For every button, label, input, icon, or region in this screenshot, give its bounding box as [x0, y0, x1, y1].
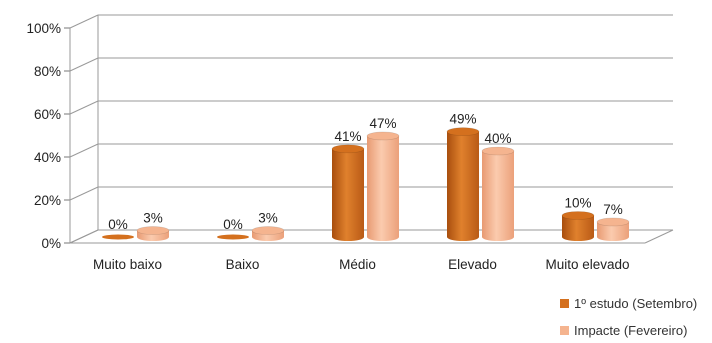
bar: [136, 226, 170, 241]
category-label: Médio: [339, 257, 376, 272]
bar-top: [136, 226, 170, 235]
x-axis: Muito baixo Baixo Médio Elevado Muito elevad…: [93, 257, 630, 272]
bars: [102, 127, 630, 241]
bar-top: [596, 217, 630, 227]
floor-right-edge: [644, 229, 674, 244]
data-label: 41%: [334, 129, 361, 144]
bar: [596, 217, 630, 241]
data-label: 47%: [369, 116, 396, 131]
category-label: Elevado: [448, 257, 497, 272]
data-label: 3%: [143, 211, 163, 226]
bar-top: [561, 211, 595, 220]
bar-top: [251, 226, 285, 235]
bar: [481, 146, 515, 241]
y-tick-label: 20%: [34, 193, 61, 208]
bar-top: [446, 127, 480, 136]
gridline-side: [69, 57, 99, 72]
bar-top: [481, 146, 515, 156]
bar-body: [332, 148, 364, 241]
data-label: 3%: [258, 211, 278, 226]
legend-swatch: [560, 299, 569, 308]
data-label: 10%: [564, 196, 591, 211]
category-label: Baixo: [226, 257, 260, 272]
gridline-side: [69, 229, 99, 244]
data-label: 7%: [603, 202, 623, 217]
bar: [366, 131, 400, 241]
bar-top: [217, 234, 249, 240]
y-tick-label: 100%: [26, 21, 61, 36]
bar-body: [597, 221, 629, 241]
data-label: 0%: [108, 217, 128, 232]
category-label: Muito elevado: [545, 257, 629, 272]
data-labels: 0% 3% 0% 3% 41% 47% 49% 40% 10% 7%: [108, 112, 623, 232]
gridline-side: [69, 14, 99, 29]
bar-body: [482, 151, 514, 241]
data-label: 40%: [484, 131, 511, 146]
gridline-side: [69, 100, 99, 115]
bar-top: [331, 144, 365, 154]
bar-body: [562, 215, 594, 241]
bar: [561, 211, 595, 241]
data-label: 49%: [449, 112, 476, 127]
y-axis: 0% 20% 40% 60% 80% 100%: [26, 21, 71, 251]
bar: [251, 226, 285, 241]
legend: 1º estudo (Setembro) Impacte (Fevereiro): [560, 296, 697, 338]
gridline-side: [69, 143, 99, 158]
gridline-side: [69, 186, 99, 201]
legend-label: 1º estudo (Setembro): [574, 296, 697, 311]
y-tick-label: 40%: [34, 150, 61, 165]
bar: [217, 234, 249, 240]
category-label: Muito baixo: [93, 257, 162, 272]
bar: [331, 144, 365, 241]
data-label: 0%: [223, 217, 243, 232]
y-tick-label: 60%: [34, 107, 61, 122]
y-tick-label: 80%: [34, 64, 61, 79]
bar-body: [367, 135, 399, 241]
bar-body: [447, 131, 479, 241]
legend-swatch: [560, 326, 569, 335]
bar: [446, 127, 480, 241]
legend-label: Impacte (Fevereiro): [574, 323, 687, 338]
bar-top: [366, 131, 400, 141]
bar-top: [102, 234, 134, 240]
bar: [102, 234, 134, 240]
y-tick-label: 0%: [41, 236, 61, 251]
